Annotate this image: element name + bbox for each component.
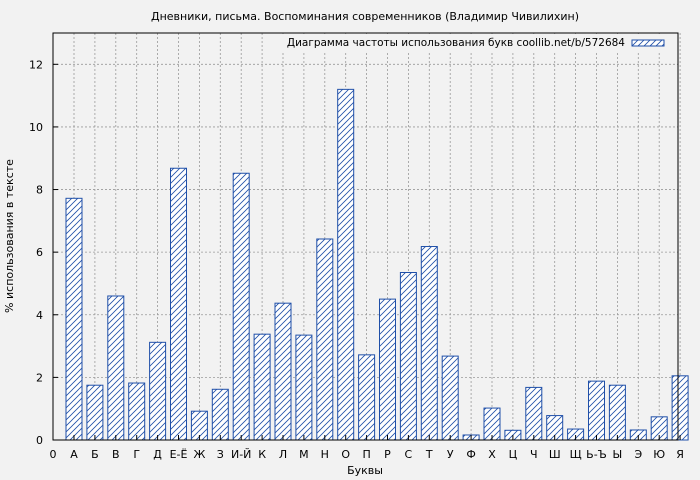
- y-axis-label: % использования в тексте: [3, 159, 16, 313]
- x-tick-label: Щ: [570, 448, 582, 461]
- x-axis-ticks: А Б В Г Д Е-Ё Ж З И-Й К Л М Н О П Р С Т У Ф Х Ц Ч Ш Щ Ь-Ъ Ы Э Ю Я: [70, 435, 684, 461]
- x-tick-label: У: [447, 448, 454, 461]
- bar: [441, 355, 459, 441]
- legend-label: Диаграмма частоты использования букв coo…: [287, 37, 625, 49]
- bar: [211, 388, 229, 441]
- y-tick-label: 12: [29, 58, 43, 71]
- x-tick-label: Ф: [466, 448, 475, 461]
- bar: [107, 295, 125, 441]
- bar: [358, 354, 376, 441]
- bar: [232, 172, 250, 441]
- bar: [337, 88, 355, 441]
- x-tick-label: Ы: [613, 448, 623, 461]
- x-tick-label: И-Й: [231, 448, 251, 461]
- bar: [65, 197, 83, 441]
- x-origin-label: 0: [50, 448, 57, 461]
- x-tick-label: Ж: [193, 448, 205, 461]
- x-axis-label: Буквы: [347, 464, 383, 477]
- y-tick-label: 8: [36, 184, 43, 197]
- bar: [379, 298, 396, 441]
- x-tick-label: Ч: [530, 448, 538, 461]
- y-tick-label: 6: [36, 246, 43, 259]
- bar: [525, 386, 543, 441]
- x-tick-label: С: [405, 448, 413, 461]
- bar: [170, 167, 187, 441]
- bars-group: [65, 88, 689, 441]
- bar: [128, 382, 146, 441]
- bar: [295, 334, 313, 441]
- x-tick-label: Т: [425, 448, 433, 461]
- bar: [671, 375, 689, 441]
- x-tick-label: Л: [279, 448, 287, 461]
- x-tick-label: Б: [91, 448, 99, 461]
- y-axis-ticks: 0 2 4 6 8 10 12: [29, 58, 58, 447]
- x-tick-label: Н: [321, 448, 329, 461]
- x-tick-label: Ш: [549, 448, 561, 461]
- bar: [588, 380, 605, 441]
- x-tick-label: Х: [488, 448, 496, 461]
- bar: [149, 341, 167, 441]
- x-tick-label: К: [258, 448, 266, 461]
- y-tick-label: 10: [29, 121, 43, 134]
- x-tick-label: П: [362, 448, 370, 461]
- x-tick-label: Ю: [653, 448, 665, 461]
- bar: [274, 302, 292, 441]
- legend-swatch: [631, 39, 665, 47]
- y-tick-label: 4: [36, 309, 43, 322]
- x-tick-label: А: [70, 448, 78, 461]
- plot-frame: [52, 32, 679, 441]
- bar: [420, 246, 438, 441]
- y-tick-label: 0: [36, 434, 43, 447]
- legend: Диаграмма частоты использования букв coo…: [280, 34, 673, 51]
- x-tick-label: Ь-Ъ: [586, 448, 607, 461]
- x-tick-label: В: [112, 448, 120, 461]
- x-tick-label: Р: [384, 448, 391, 461]
- x-tick-label: Е-Ё: [170, 448, 188, 461]
- chart-title: Дневники, письма. Воспоминания современн…: [151, 10, 579, 23]
- bar: [86, 384, 104, 441]
- y-tick-label: 2: [36, 371, 43, 384]
- x-tick-label: Г: [133, 448, 140, 461]
- x-tick-label: З: [217, 448, 224, 461]
- bar: [399, 272, 417, 441]
- legend-background: [280, 34, 673, 51]
- x-tick-label: О: [341, 448, 350, 461]
- bar: [316, 238, 334, 441]
- bar: [608, 384, 626, 441]
- x-tick-label: Ц: [509, 448, 518, 461]
- x-tick-label: М: [299, 448, 309, 461]
- x-tick-label: Э: [634, 448, 642, 461]
- x-tick-label: Я: [676, 448, 684, 461]
- x-tick-label: Д: [153, 448, 162, 461]
- bar: [253, 333, 271, 441]
